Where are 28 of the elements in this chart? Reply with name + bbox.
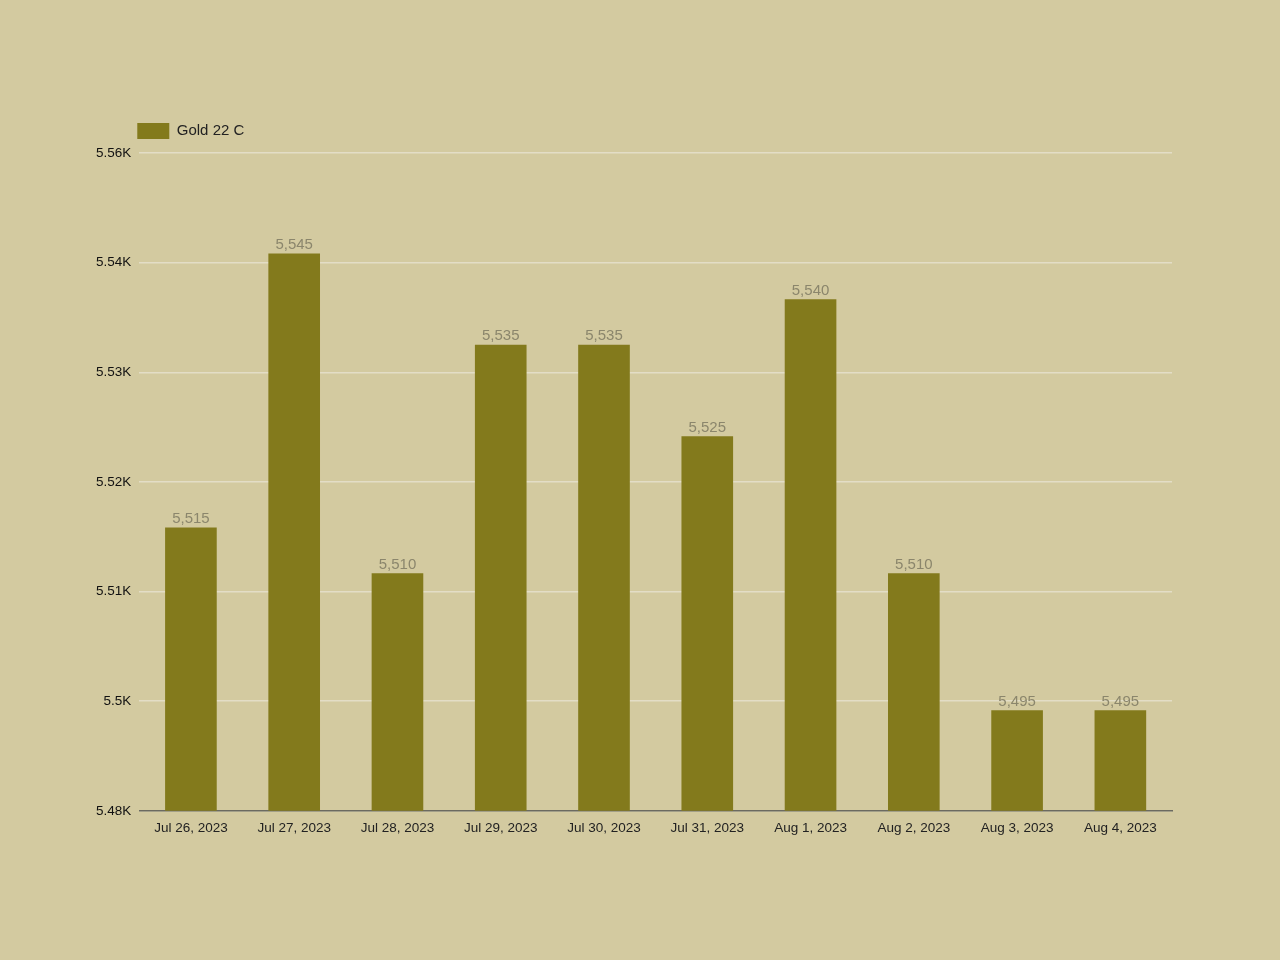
x-tick-label: Jul 31, 2023 bbox=[670, 819, 745, 835]
x-tick-label: Jul 29, 2023 bbox=[463, 819, 538, 835]
x-tick-label: Jul 28, 2023 bbox=[360, 819, 435, 835]
x-tick-label: Jul 27, 2023 bbox=[257, 819, 331, 835]
y-tick-label: 5.5K bbox=[103, 692, 132, 708]
x-tick-label: Aug 1, 2023 bbox=[774, 819, 847, 835]
y-tick-label: 5.56K bbox=[96, 144, 132, 160]
data-label: 5,510 bbox=[378, 554, 417, 572]
y-tick-label: 5.53K bbox=[96, 363, 132, 379]
data-label: 5,515 bbox=[172, 509, 210, 527]
data-label: 5,495 bbox=[998, 691, 1036, 709]
data-label: 5,545 bbox=[275, 235, 313, 253]
x-tick-label: Jul 30, 2023 bbox=[567, 819, 641, 835]
data-label: 5,535 bbox=[585, 326, 623, 344]
y-tick-label: 5.54K bbox=[96, 254, 132, 270]
data-label: 5,510 bbox=[895, 554, 933, 572]
y-tick-label: 5.48K bbox=[96, 802, 132, 818]
x-tick-label: Jul 26, 2023 bbox=[154, 819, 228, 835]
data-label: 5,525 bbox=[688, 417, 727, 435]
legend-label: Gold 22 C bbox=[176, 121, 245, 139]
x-tick-label: Aug 3, 2023 bbox=[980, 819, 1054, 835]
x-tick-label: Aug 2, 2023 bbox=[877, 819, 951, 835]
data-label: 5,535 bbox=[481, 326, 520, 344]
y-tick-label: 5.51K bbox=[96, 583, 132, 599]
data-label: 5,540 bbox=[791, 280, 830, 298]
data-label: 5,495 bbox=[1101, 691, 1140, 709]
x-tick-label: Aug 4, 2023 bbox=[1083, 819, 1157, 835]
y-tick-label: 5.52K bbox=[96, 473, 132, 489]
